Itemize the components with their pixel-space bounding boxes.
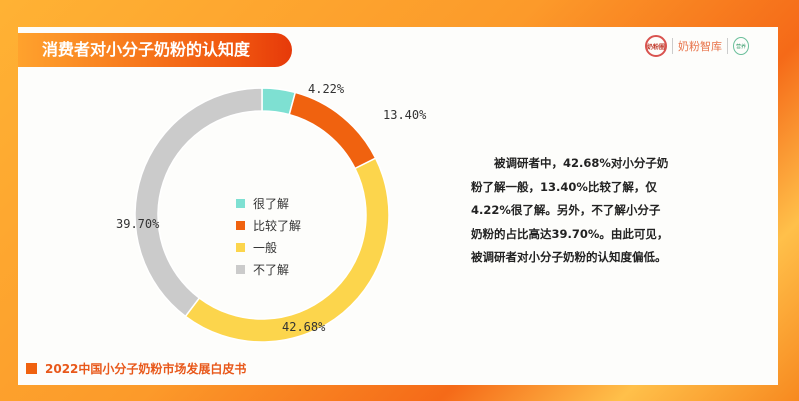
label-3: 39.70% <box>116 217 160 231</box>
label-1: 13.40% <box>383 108 427 122</box>
logo-naifenzhiku: 奶粉智库 <box>678 40 722 53</box>
donut-slice-1 <box>288 91 377 170</box>
footer-square-icon <box>26 363 37 374</box>
legend: 很了解 比较了解 一般 不了解 <box>236 192 301 280</box>
logos: 奶粉圈 奶粉智库 营养 <box>645 35 749 57</box>
legend-item: 很了解 <box>236 192 301 214</box>
legend-item: 不了解 <box>236 258 301 280</box>
footer: 2022中国小分子奶粉市场发展白皮书 <box>26 360 246 377</box>
donut-slice-3 <box>134 87 263 318</box>
label-2: 42.68% <box>282 320 326 334</box>
legend-item: 一般 <box>236 236 301 258</box>
logo-naifenquan: 奶粉圈 <box>645 35 667 57</box>
label-0: 4.22% <box>308 82 345 96</box>
logo-yingyang: 营养 <box>733 37 749 55</box>
page-title: 消费者对小分子奶粉的认知度 <box>18 33 292 67</box>
description: 被调研者中，42.68%对小分子奶粉了解一般，13.40%比较了解，仅4.22%… <box>471 156 669 264</box>
legend-item: 比较了解 <box>236 214 301 236</box>
